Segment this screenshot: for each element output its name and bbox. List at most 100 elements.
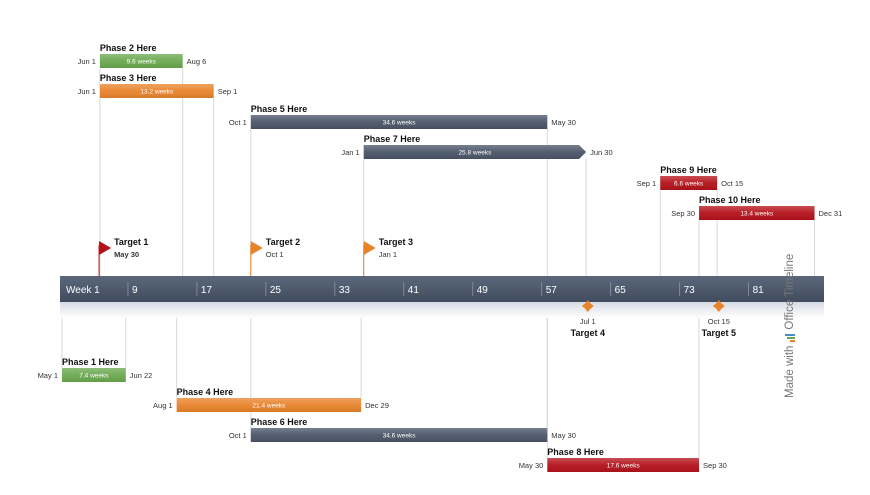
task-6: Phase 6 Here Oct 1 May 30 34.6 weeks (229, 417, 576, 442)
task-duration: 34.6 weeks (383, 120, 417, 127)
task-title: Phase 7 Here (364, 134, 421, 144)
axis-tick-label: 33 (339, 285, 351, 296)
task-bar-gloss (176, 398, 362, 412)
milestone-2: Target 2 Oct 1 (250, 237, 300, 276)
task-4: Phase 4 Here Aug 1 Dec 29 21.4 weeks (153, 387, 389, 412)
axis-tick-label: 73 (684, 285, 696, 296)
office-timeline-logo-icon (785, 333, 795, 342)
milestone-4: Jul 1 Target 4 (571, 300, 605, 338)
week-axis: Week 1 9 17 25 33 41 49 57 65 73 81 (60, 276, 824, 318)
watermark-brand: Office Timeline (784, 253, 796, 330)
task-start-date: Jun 1 (78, 57, 96, 66)
task-start-date: Jun 1 (78, 87, 96, 96)
task-5: Phase 5 Here Oct 1 May 30 34.6 weeks (229, 104, 576, 129)
task-end-date: Jun 22 (130, 371, 153, 380)
task-start-date: Oct 1 (229, 118, 247, 127)
axis-tick-label: Week 1 (66, 285, 100, 296)
task-bar-gloss (99, 84, 214, 98)
axis-tick-label: 41 (408, 285, 420, 296)
task-start-date: May 1 (38, 371, 58, 380)
task-bar-gloss (62, 368, 126, 382)
task-title: Phase 4 Here (177, 387, 234, 397)
axis-tick-label: 9 (132, 285, 138, 296)
task-end-date: Sep 1 (218, 87, 238, 96)
milestone-flag-icon (250, 241, 263, 255)
axis-tick-label: 17 (201, 285, 213, 296)
task-start-date: Jan 1 (341, 148, 359, 157)
task-end-date: Sep 30 (703, 461, 727, 470)
task-duration: 13.2 weeks (140, 89, 174, 96)
task-2: Phase 2 Here Jun 1 Aug 6 9.6 weeks (78, 43, 207, 68)
milestone-flag-icon (363, 241, 376, 255)
milestone-flag-icon (99, 241, 112, 255)
task-title: Phase 8 Here (547, 447, 604, 457)
milestone-title: Target 5 (702, 328, 736, 338)
task-bar-gloss (99, 54, 183, 68)
task-title: Phase 3 Here (100, 73, 157, 83)
task-end-date: Jun 30 (590, 148, 613, 157)
milestone-date: Oct 15 (708, 317, 730, 326)
milestone-star-icon (712, 300, 725, 312)
task-duration: 6.6 weeks (674, 181, 704, 188)
task-end-date: Aug 6 (187, 57, 207, 66)
task-end-date: Oct 15 (721, 179, 743, 188)
axis-tick-label: 49 (477, 285, 489, 296)
task-7: Phase 7 Here Jan 1 Jun 30 25.8 weeks (341, 134, 613, 159)
milestone-5: Oct 15 Target 5 (702, 300, 736, 338)
milestone-star-icon (581, 300, 594, 312)
task-title: Phase 5 Here (251, 104, 308, 114)
task-start-date: Sep 30 (671, 209, 695, 218)
watermark-prefix: Made with (784, 345, 796, 398)
task-duration: 25.8 weeks (458, 150, 492, 157)
task-bar-gloss (547, 458, 700, 472)
task-duration: 34.6 weeks (383, 433, 417, 440)
milestone-1: Target 1 May 30 (98, 237, 148, 276)
task-title: Phase 1 Here (62, 357, 119, 367)
task-duration: 21.4 weeks (252, 403, 286, 410)
milestone-date: Oct 1 (266, 250, 284, 259)
task-start-date: May 30 (519, 461, 544, 470)
milestone-date: Jan 1 (379, 250, 397, 259)
axis-tick-label: 57 (546, 285, 558, 296)
axis-tick-label: 25 (270, 285, 282, 296)
task-end-date: May 30 (551, 431, 576, 440)
task-end-date: Dec 29 (365, 401, 389, 410)
milestone-3: Target 3 Jan 1 (363, 237, 413, 276)
task-end-date: Dec 31 (819, 209, 843, 218)
task-title: Phase 2 Here (100, 43, 157, 53)
axis-shadow (60, 302, 824, 318)
task-duration: 13.4 weeks (740, 211, 774, 218)
milestone-title: Target 4 (571, 328, 605, 338)
milestone-title: Target 1 (114, 237, 148, 247)
task-bar-gloss (250, 428, 548, 442)
task-3: Phase 3 Here Jun 1 Sep 1 13.2 weeks (78, 73, 238, 98)
axis-tick-label: 65 (615, 285, 627, 296)
milestone-date: May 30 (114, 250, 139, 259)
guide-lines (61, 68, 816, 458)
axis-tick-label: 81 (753, 285, 765, 296)
task-duration: 7.4 weeks (79, 373, 109, 380)
task-1: Phase 1 Here May 1 Jun 22 7.4 weeks (38, 357, 153, 382)
task-10: Phase 10 Here Sep 30 Dec 31 13.4 weeks (671, 195, 842, 220)
milestone-title: Target 3 (379, 237, 413, 247)
milestone-date: Jul 1 (580, 317, 596, 326)
task-bar-gloss (699, 206, 815, 220)
milestone-title: Target 2 (266, 237, 300, 247)
task-start-date: Aug 1 (153, 401, 173, 410)
task-title: Phase 6 Here (251, 417, 308, 427)
task-title: Phase 10 Here (699, 195, 761, 205)
task-start-date: Oct 1 (229, 431, 247, 440)
task-duration: 17.6 weeks (607, 463, 641, 470)
task-bars: Phase 1 Here May 1 Jun 22 7.4 weeks Phase 2 … (38, 43, 842, 472)
task-bar-gloss (363, 145, 587, 159)
task-bar-gloss (250, 115, 548, 129)
task-title: Phase 9 Here (660, 165, 717, 175)
task-bar-gloss (660, 176, 718, 190)
milestones: Target 1 May 30 Target 2 Oct 1 Target 3 Jan 1… (98, 237, 736, 338)
office-timeline-watermark: Made with Office Timeline (782, 254, 798, 398)
task-start-date: Sep 1 (637, 179, 657, 188)
